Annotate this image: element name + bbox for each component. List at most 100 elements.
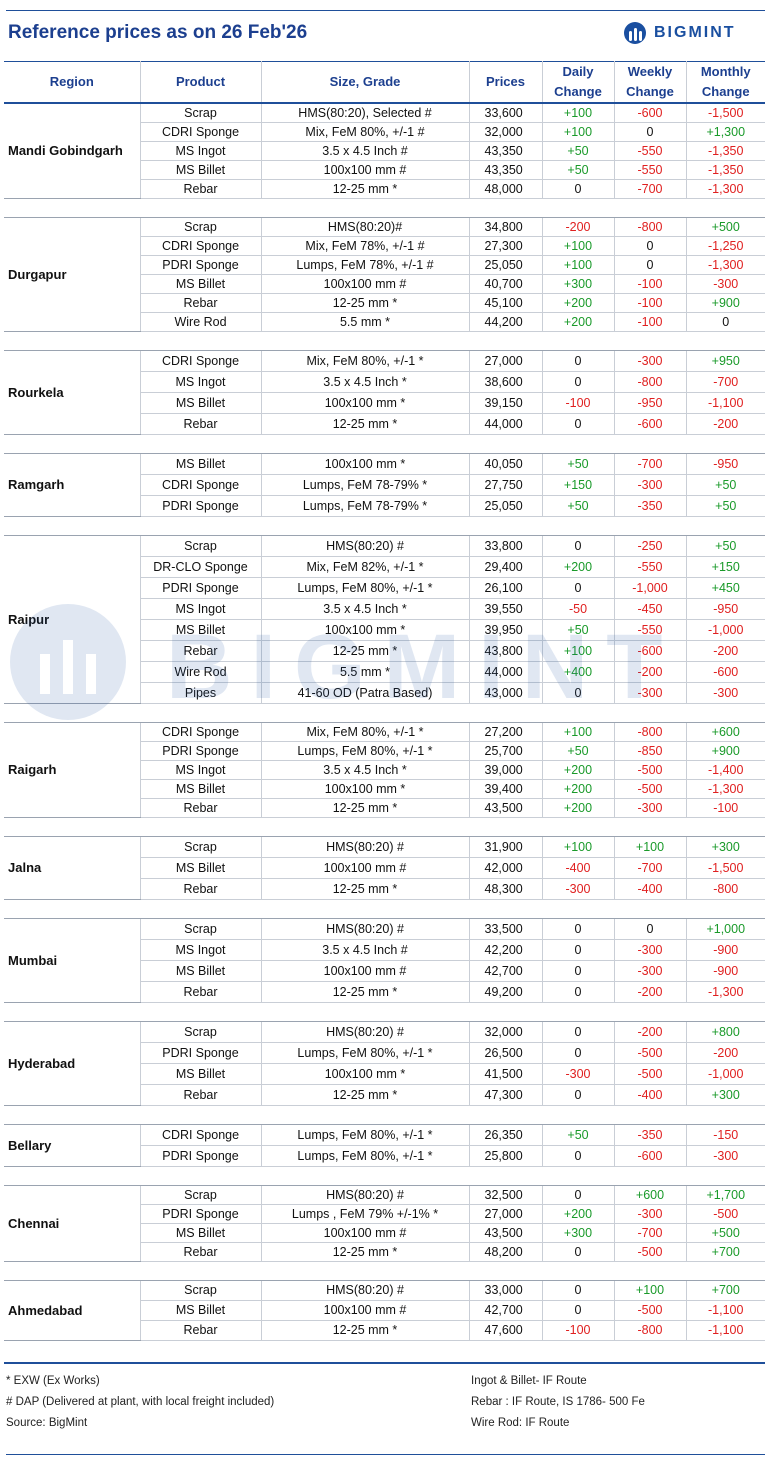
monthly-change-cell: -1,000 (686, 619, 765, 641)
table-row: MS Billet 100x100 mm * 41,500 -300 -500 -1,00… (4, 1063, 765, 1085)
weekly-change-cell: -950 (614, 392, 687, 414)
weekly-change-cell: -800 (614, 217, 687, 237)
weekly-change-cell: -500 (614, 1242, 687, 1262)
top-rule (6, 10, 765, 11)
weekly-change-cell: 0 (614, 255, 687, 275)
size-grade-cell: 100x100 mm # (261, 160, 470, 180)
footnote-exw: * EXW (Ex Works) (6, 1375, 100, 1387)
region-cell: Mumbai (4, 918, 141, 1003)
region-cell: Ahmedabad (4, 1280, 141, 1341)
price-cell: 25,700 (469, 741, 543, 761)
weekly-change-cell: -600 (614, 413, 687, 435)
daily-change-cell: 0 (542, 371, 615, 393)
weekly-change-cell: -300 (614, 350, 687, 372)
bigmint-logo-icon (624, 22, 646, 44)
monthly-change-cell: -1,350 (686, 160, 765, 180)
weekly-change-cell: -200 (614, 661, 687, 683)
size-grade-cell: 3.5 x 4.5 Inch * (261, 371, 470, 393)
daily-change-cell: 0 (542, 1021, 615, 1043)
table-row: MS Ingot 3.5 x 4.5 Inch * 38,600 0 -800 -700 (4, 371, 765, 393)
daily-change-cell: +200 (542, 760, 615, 780)
table-row: CDRI Sponge Mix, FeM 80%, +/-1 #32,000 +10… (4, 122, 765, 142)
table-row: PDRI Sponge Lumps, FeM 78%, +/-1 #25,050 +… (4, 255, 765, 275)
monthly-change-cell: +900 (686, 293, 765, 313)
region-cell: Jalna (4, 836, 141, 900)
table-row: MS Billet 100x100 mm #42,700 0 -500 -1,100 (4, 1300, 765, 1321)
price-cell: 43,800 (469, 640, 543, 662)
daily-change-cell: 0 (542, 1280, 615, 1301)
size-grade-cell: 12-25 mm * (261, 1242, 470, 1262)
product-cell: MS Ingot (140, 371, 262, 393)
table-row: MS Billet 100x100 mm * 39,150 -100 -950 -1,10… (4, 392, 765, 414)
size-grade-cell: 100x100 mm * (261, 392, 470, 414)
daily-change-cell: +200 (542, 293, 615, 313)
weekly-change-cell: -600 (614, 640, 687, 662)
weekly-change-cell: +100 (614, 1280, 687, 1301)
weekly-change-cell: +100 (614, 836, 687, 858)
product-cell: MS Billet (140, 857, 262, 879)
size-grade-cell: 12-25 mm * (261, 1084, 470, 1106)
price-cell: 40,050 (469, 453, 543, 475)
size-grade-cell: 100x100 mm * (261, 779, 470, 799)
size-grade-cell: Lumps , FeM 79% +/-1% * (261, 1204, 470, 1224)
price-cell: 27,000 (469, 350, 543, 372)
monthly-change-cell: +50 (686, 495, 765, 517)
weekly-change-cell: -800 (614, 371, 687, 393)
monthly-change-cell: -100 (686, 798, 765, 818)
table-row: Rebar 12-25 mm * 44,000 0 -600 -200 (4, 413, 765, 435)
daily-change-cell: 0 (542, 918, 615, 940)
weekly-change-cell: -700 (614, 857, 687, 879)
product-cell: Pipes (140, 682, 262, 704)
price-cell: 42,200 (469, 939, 543, 961)
product-cell: Rebar (140, 798, 262, 818)
table-row: Rebar 12-25 mm * 45,100 +200 -100 +900 (4, 293, 765, 313)
price-cell: 42,700 (469, 960, 543, 982)
price-cell: 43,500 (469, 1223, 543, 1243)
size-grade-cell: 100x100 mm # (261, 960, 470, 982)
price-cell: 44,000 (469, 413, 543, 435)
size-grade-cell: 5.5 mm * (261, 312, 470, 332)
price-cell: 39,550 (469, 598, 543, 620)
weekly-change-cell: -550 (614, 619, 687, 641)
daily-change-cell: +50 (542, 141, 615, 161)
daily-change-cell: 0 (542, 1084, 615, 1106)
size-grade-cell: HMS(80:20) # (261, 1021, 470, 1043)
product-cell: Scrap (140, 1280, 262, 1301)
monthly-change-cell: -600 (686, 661, 765, 683)
weekly-change-cell: 0 (614, 918, 687, 940)
price-cell: 48,200 (469, 1242, 543, 1262)
size-grade-cell: 3.5 x 4.5 Inch # (261, 939, 470, 961)
monthly-change-cell: -150 (686, 1124, 765, 1146)
price-table-container: Region Product Size, Grade Prices Daily C… (4, 61, 765, 1341)
monthly-change-cell: -1,400 (686, 760, 765, 780)
product-cell: Wire Rod (140, 312, 262, 332)
product-cell: Scrap (140, 103, 262, 123)
weekly-change-cell: -100 (614, 274, 687, 294)
daily-change-cell: -200 (542, 217, 615, 237)
daily-change-cell: +50 (542, 160, 615, 180)
size-grade-cell: Lumps, FeM 78-79% * (261, 474, 470, 496)
footnote-ingot-billet: Ingot & Billet- IF Route (471, 1375, 587, 1387)
table-row: PDRI Sponge Lumps, FeM 78-79% * 25,050 +50-… (4, 495, 765, 517)
table-row: Ahmedabad Scrap HMS(80:20) #33,000 0 +100 +70… (4, 1280, 765, 1341)
table-row: Raipur Scrap HMS(80:20) #33,800 0 -250 +50 (4, 535, 765, 704)
monthly-change-cell: -700 (686, 371, 765, 393)
price-cell: 47,300 (469, 1084, 543, 1106)
weekly-change-cell: -500 (614, 1300, 687, 1321)
product-cell: Scrap (140, 836, 262, 858)
group-spacer (4, 817, 765, 837)
bottom-rule (6, 1454, 765, 1455)
weekly-change-cell: -700 (614, 179, 687, 199)
price-cell: 44,200 (469, 312, 543, 332)
monthly-change-cell: +50 (686, 474, 765, 496)
price-cell: 43,350 (469, 160, 543, 180)
product-cell: CDRI Sponge (140, 350, 262, 372)
daily-change-cell: +50 (542, 1124, 615, 1146)
monthly-change-cell: -1,100 (686, 1300, 765, 1321)
monthly-change-cell: -1,500 (686, 857, 765, 879)
region-cell: Durgapur (4, 217, 141, 332)
size-grade-cell: HMS(80:20)# (261, 217, 470, 237)
table-row: CDRI Sponge Mix, FeM 78%, +/-1 #27,300 +10… (4, 236, 765, 256)
daily-change-cell: +50 (542, 741, 615, 761)
price-cell: 39,150 (469, 392, 543, 414)
